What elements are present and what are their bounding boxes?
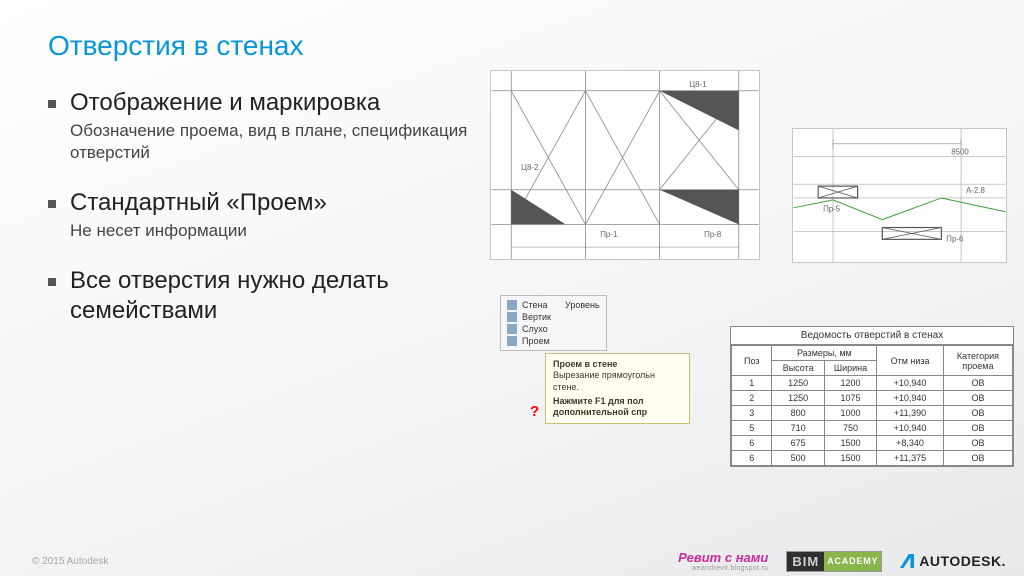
- col-header: Категория проема: [943, 346, 1012, 376]
- bullet-main: Стандартный «Проем»: [70, 188, 327, 218]
- table-cell: ОВ: [943, 421, 1012, 436]
- table-cell: 1250: [772, 376, 824, 391]
- drawing-label: Ц8-2: [521, 163, 538, 172]
- table-cell: 710: [772, 421, 824, 436]
- menu-item: Уровень: [565, 300, 600, 310]
- table-cell: 1075: [824, 391, 876, 406]
- table-cell: 750: [824, 421, 876, 436]
- table-cell: 5: [732, 421, 772, 436]
- table-cell: 500: [772, 451, 824, 466]
- table-cell: ОВ: [943, 391, 1012, 406]
- table-cell: +10,940: [877, 421, 944, 436]
- table-cell: 800: [772, 406, 824, 421]
- table-cell: ОВ: [943, 406, 1012, 421]
- bullet-marker: [48, 100, 56, 108]
- table-row: 65001500+11,375ОВ: [732, 451, 1013, 466]
- col-header: Отм низа: [877, 346, 944, 376]
- col-header-group: Размеры, мм: [772, 346, 877, 361]
- table-cell: 675: [772, 436, 824, 451]
- col-header: Высота: [772, 361, 824, 376]
- ribbon-panel: Стена Уровень Вертик Слухо Проем: [500, 295, 607, 351]
- tooltip-hint: Нажмите F1 для пол: [553, 396, 682, 407]
- autodesk-wordmark: AUTODESK.: [919, 553, 1006, 569]
- question-mark-icon: ?: [530, 403, 539, 420]
- schedule-grid: Поз Размеры, мм Отм низа Категория проем…: [731, 345, 1013, 466]
- menu-item: Слухо: [522, 324, 548, 334]
- table-cell: ОВ: [943, 436, 1012, 451]
- table-cell: +10,940: [877, 391, 944, 406]
- bullet-item: Отображение и маркировка Обозначение про…: [48, 88, 478, 164]
- bullet-marker: [48, 278, 56, 286]
- bullet-list: Отображение и маркировка Обозначение про…: [48, 88, 478, 350]
- table-row: 66751500+8,340ОВ: [732, 436, 1013, 451]
- col-header: Поз: [732, 346, 772, 376]
- bullet-item: Все отверстия нужно делать семействами: [48, 266, 478, 326]
- table-cell: +10,940: [877, 376, 944, 391]
- table-cell: 1000: [824, 406, 876, 421]
- tooltip-line: Вырезание прямоугольн: [553, 370, 682, 381]
- drawing-plan-view: 8500 А-2.8 Пр-5 Пр-6: [792, 128, 1007, 263]
- bim-academy-logo: BIM ACADEMY: [786, 551, 882, 572]
- table-cell: 2: [732, 391, 772, 406]
- autodesk-icon: [900, 554, 914, 568]
- opening-tag: Пр-5: [823, 205, 841, 214]
- menu-item: Вертик: [522, 312, 551, 322]
- copyright: © 2015 Autodesk: [32, 556, 108, 567]
- axis-label: А-2.8: [966, 186, 985, 195]
- bim-logo-text: ACADEMY: [824, 552, 881, 571]
- dim-label: 8500: [951, 148, 969, 157]
- table-row: 212501075+10,940ОВ: [732, 391, 1013, 406]
- table-row: 38001000+11,390ОВ: [732, 406, 1013, 421]
- table-cell: 1500: [824, 451, 876, 466]
- revit-logo-url: weandrevit.blogspot.ru: [678, 565, 768, 572]
- revit-logo: Ревит с нами weandrevit.blogspot.ru: [678, 550, 768, 572]
- drawing-section-view: Ц8-2 Ц8-1 Пр-1 Пр-8: [490, 70, 760, 260]
- opening-tag: Пр-6: [946, 234, 964, 243]
- table-cell: 1200: [824, 376, 876, 391]
- menu-item: Проем: [522, 336, 550, 346]
- bullet-marker: [48, 200, 56, 208]
- schedule-caption: Ведомость отверстий в стенах: [731, 327, 1013, 345]
- table-cell: ОВ: [943, 451, 1012, 466]
- table-cell: 3: [732, 406, 772, 421]
- drawing-label: Пр-1: [600, 230, 618, 239]
- bim-logo-text: BIM: [787, 552, 824, 571]
- menu-item: Стена: [522, 300, 548, 310]
- tooltip-hint: дополнительной спр: [553, 407, 682, 418]
- table-cell: 1: [732, 376, 772, 391]
- table-cell: +11,390: [877, 406, 944, 421]
- table-row: 5710750+10,940ОВ: [732, 421, 1013, 436]
- tooltip-title: Проем в стене: [553, 359, 682, 370]
- drawing-label: Ц8-1: [689, 80, 707, 89]
- tooltip-line: стене.: [553, 382, 682, 393]
- autodesk-logo: AUTODESK.: [900, 553, 1006, 569]
- bullet-main: Все отверстия нужно делать семействами: [70, 266, 478, 326]
- tooltip-balloon: Проем в стене Вырезание прямоугольн стен…: [545, 353, 690, 424]
- table-cell: 6: [732, 436, 772, 451]
- tooltip-screenshot: Стена Уровень Вертик Слухо Проем Проем в…: [500, 295, 690, 424]
- schedule-table: Ведомость отверстий в стенах Поз Размеры…: [730, 326, 1014, 467]
- table-row: 112501200+10,940ОВ: [732, 376, 1013, 391]
- drawing-label: Пр-8: [704, 230, 722, 239]
- table-cell: 1500: [824, 436, 876, 451]
- bullet-sub: Обозначение проема, вид в плане, специфи…: [70, 120, 478, 164]
- footer: © 2015 Autodesk Ревит с нами weandrevit.…: [0, 546, 1024, 576]
- table-cell: ОВ: [943, 376, 1012, 391]
- revit-logo-text: Ревит с нами: [678, 550, 768, 565]
- bullet-sub: Не несет информации: [70, 220, 327, 242]
- bullet-item: Стандартный «Проем» Не несет информации: [48, 188, 478, 242]
- table-cell: 6: [732, 451, 772, 466]
- table-cell: +8,340: [877, 436, 944, 451]
- bullet-main: Отображение и маркировка: [70, 88, 478, 118]
- slide-title: Отверстия в стенах: [48, 30, 304, 62]
- table-cell: +11,375: [877, 451, 944, 466]
- table-cell: 1250: [772, 391, 824, 406]
- col-header: Ширина: [824, 361, 876, 376]
- footer-logos: Ревит с нами weandrevit.blogspot.ru BIM …: [678, 550, 1006, 572]
